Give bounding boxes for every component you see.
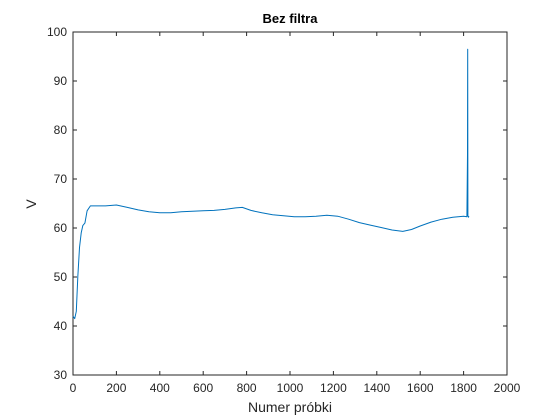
- x-axis: 0 200 400 600 800 1000 1200 1400 1600 1800 2000: [70, 32, 521, 395]
- y-tick-label: 50: [54, 270, 68, 284]
- x-tick-label: 200: [106, 381, 126, 395]
- x-tick-label: 0: [70, 381, 77, 395]
- x-axis-label: Numer próbki: [248, 399, 332, 415]
- x-tick-label: 1600: [407, 381, 434, 395]
- x-tick-label: 1400: [363, 381, 390, 395]
- x-tick-label: 400: [150, 381, 170, 395]
- y-tick-label: 100: [47, 25, 67, 39]
- series-layer: [72, 48, 470, 320]
- y-tick-label: 90: [54, 74, 68, 88]
- plot-area: [72, 31, 508, 376]
- series-line: [72, 48, 470, 320]
- x-tick-label: 1200: [320, 381, 347, 395]
- y-tick-label: 40: [54, 319, 68, 333]
- chart-title: Bez filtra: [263, 11, 319, 26]
- y-tick-label: 70: [54, 172, 68, 186]
- x-tick-label: 1800: [450, 381, 477, 395]
- y-tick-label: 80: [54, 123, 68, 137]
- x-tick-label: 2000: [494, 381, 521, 395]
- x-tick-label: 800: [237, 381, 257, 395]
- y-tick-label: 60: [54, 221, 68, 235]
- x-tick-label: 600: [193, 381, 213, 395]
- y-axis: 30 40 50 60 70 80 90 100: [47, 25, 507, 382]
- y-tick-label: 30: [54, 368, 68, 382]
- y-axis-label: V: [23, 199, 39, 209]
- x-tick-label: 1000: [277, 381, 304, 395]
